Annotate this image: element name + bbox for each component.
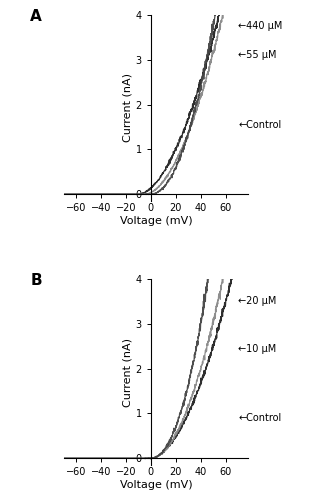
- Text: ←Control: ←Control: [238, 120, 281, 130]
- Text: ←440 μM: ←440 μM: [238, 21, 282, 31]
- Text: ←Control: ←Control: [238, 413, 281, 423]
- Y-axis label: Current (nA): Current (nA): [123, 338, 133, 406]
- Text: ←10 μM: ←10 μM: [238, 344, 276, 353]
- Text: A: A: [31, 10, 42, 24]
- X-axis label: Voltage (mV): Voltage (mV): [120, 480, 192, 490]
- Text: ←55 μM: ←55 μM: [238, 50, 277, 60]
- X-axis label: Voltage (mV): Voltage (mV): [120, 216, 192, 226]
- Y-axis label: Current (nA): Current (nA): [123, 74, 133, 142]
- Text: ←20 μM: ←20 μM: [238, 296, 276, 306]
- Text: B: B: [31, 274, 42, 288]
